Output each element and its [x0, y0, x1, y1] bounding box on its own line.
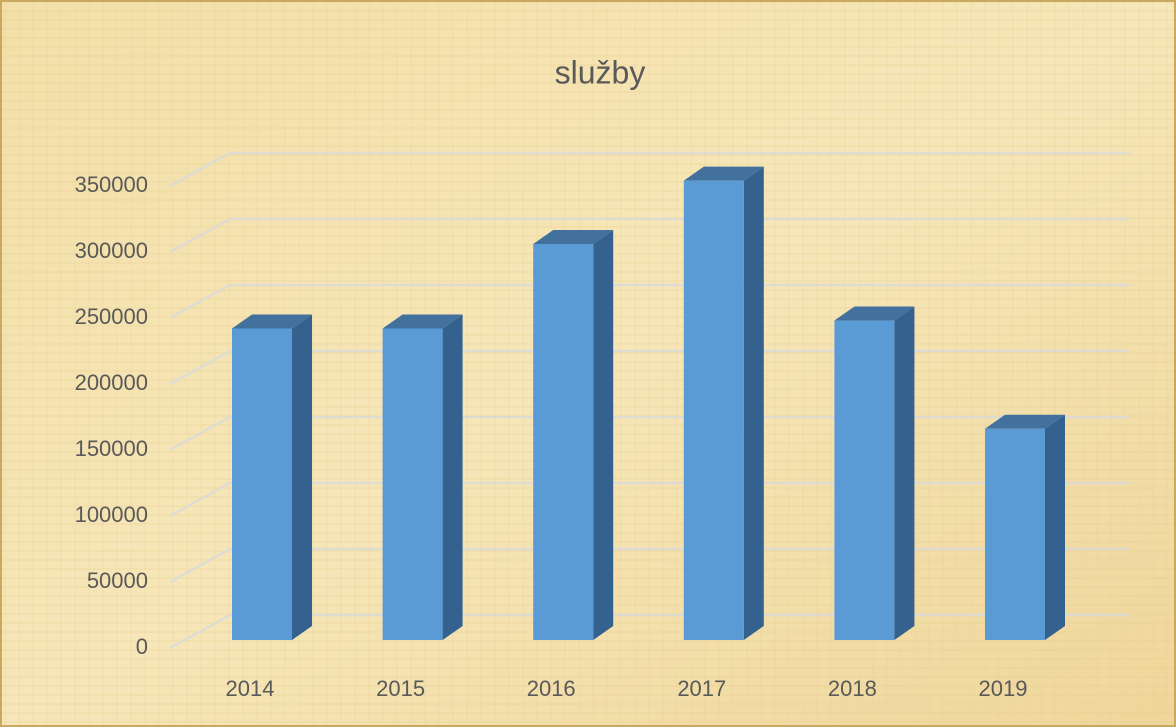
y-tick-label: 250000: [75, 304, 148, 329]
x-tick-label: 2016: [527, 676, 576, 701]
bar: [683, 180, 744, 640]
x-tick-label: 2018: [828, 676, 877, 701]
bar-top: [382, 314, 463, 329]
bar: [533, 244, 594, 640]
chart-title: služby: [555, 54, 646, 90]
y-tick-label: 50000: [87, 568, 148, 593]
x-tick-label: 2019: [979, 676, 1028, 701]
bar: [232, 328, 292, 640]
y-tick-label: 300000: [75, 238, 148, 263]
bar-side: [292, 314, 312, 640]
grid-line: [169, 613, 1130, 650]
bar-side: [743, 166, 764, 640]
bar-side: [593, 230, 614, 640]
x-tick-label: 2017: [677, 676, 726, 701]
bar-top: [985, 414, 1065, 429]
bar-side: [442, 314, 463, 640]
y-tick-label: 350000: [75, 172, 148, 197]
grid-line: [169, 481, 1130, 518]
y-tick-label: 200000: [75, 370, 148, 395]
bar-side: [1045, 414, 1065, 640]
bar-top: [683, 166, 764, 181]
x-tick-label: 2015: [376, 676, 425, 701]
x-tick-label: 2014: [226, 676, 275, 701]
bar-top: [232, 314, 312, 329]
bar: [985, 428, 1045, 640]
y-tick-label: 100000: [75, 502, 148, 527]
grid-line: [169, 283, 1130, 320]
bar: [834, 320, 895, 640]
grid-line: [169, 415, 1130, 452]
bar-side: [894, 306, 915, 640]
bar-top: [834, 306, 915, 321]
bar-top: [533, 230, 614, 244]
bar: [382, 328, 443, 640]
grid-line: [169, 217, 1130, 254]
grid-line: [169, 151, 1130, 188]
grid-line: [169, 349, 1130, 386]
grid-line: [169, 547, 1130, 584]
y-tick-label: 0: [136, 634, 148, 659]
y-tick-label: 150000: [75, 436, 148, 461]
